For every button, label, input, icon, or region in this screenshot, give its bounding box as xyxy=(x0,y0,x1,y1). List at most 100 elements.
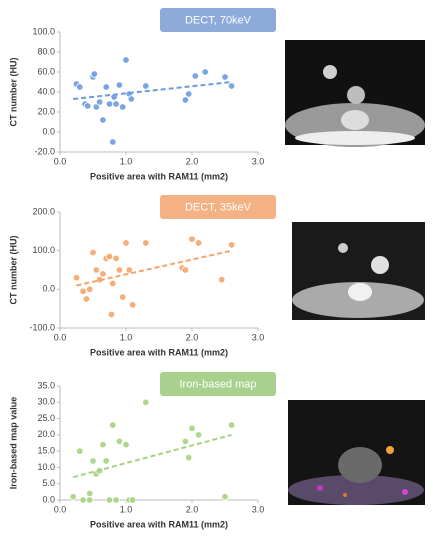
data-point xyxy=(108,311,115,318)
data-point xyxy=(143,240,150,247)
data-point xyxy=(228,83,235,90)
y-tick-label: 25.0 xyxy=(37,413,55,423)
x-tick-label: 1.0 xyxy=(120,332,133,342)
y-axis-title: CT number (HU) xyxy=(8,58,18,127)
y-tick-label: 30.0 xyxy=(37,397,55,407)
data-point xyxy=(113,101,120,108)
data-point xyxy=(143,83,150,90)
data-point xyxy=(195,432,202,439)
data-point xyxy=(128,96,135,103)
data-point xyxy=(100,117,107,124)
figure: DECT, 70keV-20.00.020.040.060.080.0100.0… xyxy=(0,0,433,539)
data-point xyxy=(77,448,84,455)
data-point xyxy=(119,294,126,301)
data-point xyxy=(116,267,123,274)
data-point xyxy=(77,84,84,91)
data-point xyxy=(90,458,97,465)
data-point xyxy=(185,91,192,98)
data-point xyxy=(218,276,225,283)
data-point xyxy=(106,253,113,260)
data-point xyxy=(189,236,196,243)
y-tick-label: 20.0 xyxy=(37,429,55,439)
y-tick-label: 20.0 xyxy=(37,106,55,116)
x-tick-label: 3.0 xyxy=(252,332,265,342)
data-point xyxy=(123,441,130,448)
x-tick-label: 0.0 xyxy=(54,504,67,514)
data-point xyxy=(84,103,91,110)
data-point xyxy=(195,240,202,247)
data-point xyxy=(86,286,93,293)
x-tick-label: 2.0 xyxy=(186,504,199,514)
y-tick-label: 100.0 xyxy=(32,26,55,36)
data-point xyxy=(113,497,120,504)
data-point xyxy=(189,425,196,432)
data-point xyxy=(228,422,235,429)
data-point xyxy=(222,74,229,81)
chart-title: Iron-based map xyxy=(179,378,256,390)
y-axis-title: CT number (HU) xyxy=(8,236,18,305)
data-point xyxy=(80,288,87,295)
data-point xyxy=(86,497,93,504)
x-tick-label: 0.0 xyxy=(54,332,67,342)
y-tick-label: -20.0 xyxy=(34,146,55,156)
data-point xyxy=(93,267,100,274)
iron-map-image xyxy=(288,400,425,505)
y-tick-label: -100.0 xyxy=(29,322,55,332)
x-axis-title: Positive area with RAM11 (mm2) xyxy=(90,171,228,181)
ct-image-2 xyxy=(292,222,425,320)
data-point xyxy=(80,497,87,504)
y-tick-label: 200.0 xyxy=(32,206,55,216)
x-tick-label: 3.0 xyxy=(252,504,265,514)
data-point xyxy=(123,240,130,247)
data-point xyxy=(182,267,189,274)
data-point xyxy=(185,454,192,461)
data-point xyxy=(103,84,110,91)
x-axis-title: Positive area with RAM11 (mm2) xyxy=(90,347,228,357)
data-point xyxy=(123,57,130,64)
y-tick-label: 100.0 xyxy=(32,245,55,255)
data-point xyxy=(222,493,229,500)
data-point xyxy=(96,99,103,106)
data-point xyxy=(100,441,107,448)
x-tick-label: 1.0 xyxy=(120,156,133,166)
data-point xyxy=(110,139,117,146)
y-tick-label: 40.0 xyxy=(37,86,55,96)
data-point xyxy=(100,271,107,278)
data-point xyxy=(116,82,123,89)
data-point xyxy=(83,296,90,303)
data-point xyxy=(73,274,80,281)
x-tick-label: 2.0 xyxy=(186,332,199,342)
x-tick-label: 1.0 xyxy=(120,504,133,514)
data-point xyxy=(90,249,97,256)
data-point xyxy=(106,497,113,504)
data-point xyxy=(119,104,126,111)
data-point xyxy=(202,69,209,76)
data-point xyxy=(228,242,235,249)
y-tick-label: 10.0 xyxy=(37,462,55,472)
y-tick-label: 35.0 xyxy=(37,380,55,390)
y-tick-label: 5.0 xyxy=(42,478,55,488)
trendline xyxy=(73,82,231,99)
y-axis-title: Iron-based map value xyxy=(8,397,18,490)
data-point xyxy=(143,399,150,406)
data-point xyxy=(91,71,98,78)
ct-image-1 xyxy=(285,40,425,147)
data-point xyxy=(86,490,93,497)
data-point xyxy=(103,458,110,465)
y-tick-label: 60.0 xyxy=(37,66,55,76)
x-tick-label: 0.0 xyxy=(54,156,67,166)
y-tick-label: 15.0 xyxy=(37,446,55,456)
x-tick-label: 2.0 xyxy=(186,156,199,166)
data-point xyxy=(110,422,117,429)
y-tick-label: 0.0 xyxy=(42,126,55,136)
x-axis-title: Positive area with RAM11 (mm2) xyxy=(90,519,228,529)
data-point xyxy=(192,73,199,80)
chart-title: DECT, 70keV xyxy=(185,14,252,26)
chart-title: DECT, 35keV xyxy=(185,201,252,213)
data-point xyxy=(110,280,117,287)
data-point xyxy=(116,438,123,445)
data-point xyxy=(113,255,120,262)
y-tick-label: 80.0 xyxy=(37,46,55,56)
data-point xyxy=(106,101,113,108)
data-point xyxy=(182,438,189,445)
